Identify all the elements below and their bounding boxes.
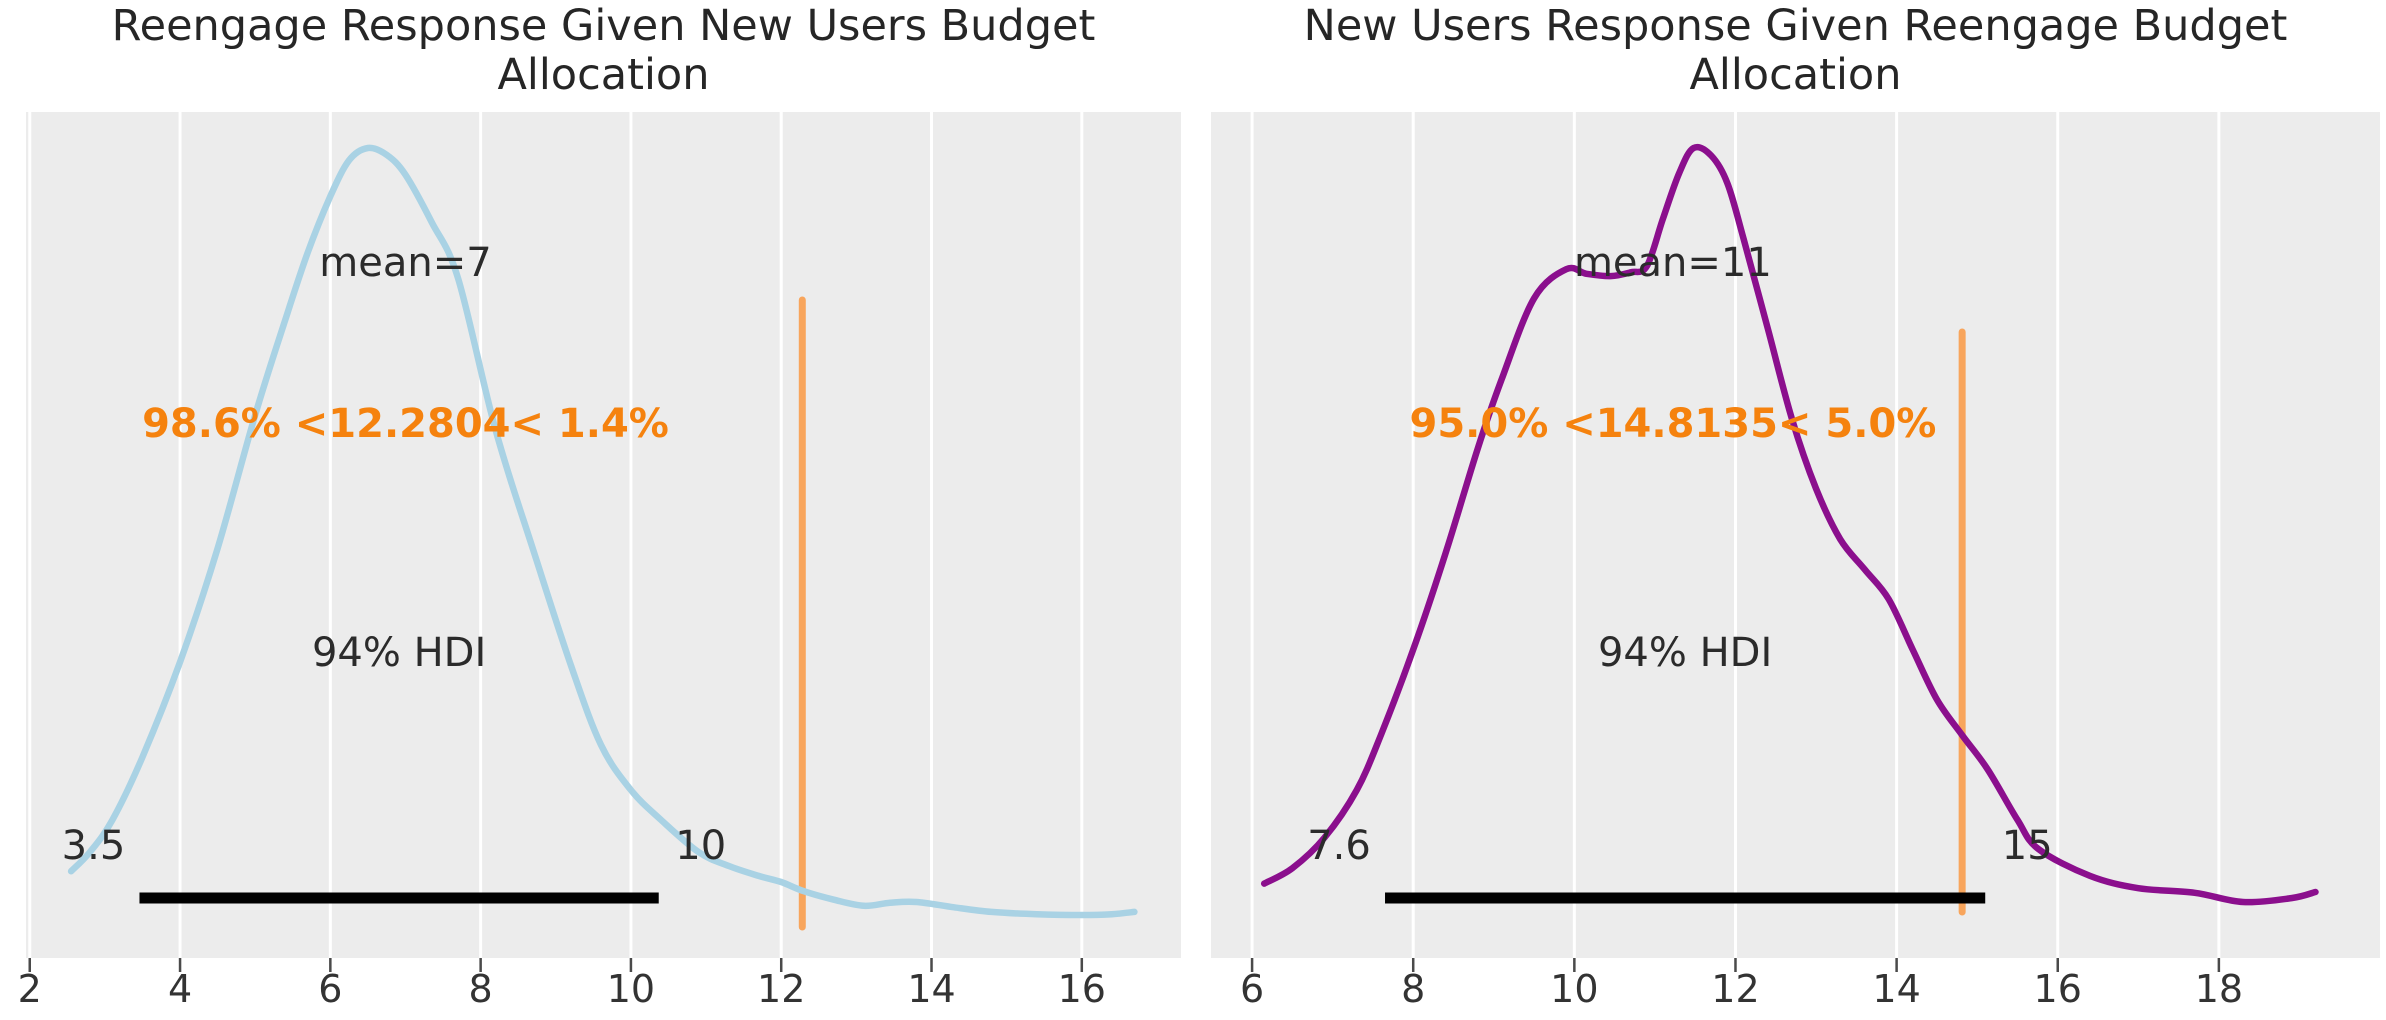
chart-title-left-text: Reengage Response Given New Users Budget… [111,1,1096,101]
panel-left: Reengage Response Given New Users Budget… [18,1,1181,1011]
x-tick-label: 10 [1550,967,1598,1011]
x-tick-label: 16 [2034,967,2082,1011]
hdi-upper-label: 10 [675,823,726,869]
ref-interval-label: 95.0% <14.8135< 5.0% [1410,401,1937,447]
kde-plot-left: mean=7 98.6% <12.2804< 1.4% 94% HDI 3.5 10 2 4… [18,112,1181,1011]
hdi-lower-label: 7.6 [1307,823,1371,869]
kde-curve [67,144,1138,919]
mean-label: mean=11 [1574,240,1772,286]
x-tick-label: 14 [1872,967,1920,1011]
x-tick-label: 12 [1711,967,1759,1011]
mean-label: mean=7 [319,240,491,286]
x-tick-label: 8 [469,967,493,1011]
x-tick-label: 8 [1401,967,1425,1011]
chart-title-right: New Users Response Given Reengage Budget… [1211,1,2380,101]
chart-title-right-text: New Users Response Given Reengage Budget… [1303,1,2288,101]
x-tick-label: 10 [607,967,655,1011]
hdi-label: 94% HDI [312,630,486,676]
plot-background [1211,112,2380,958]
kde-plot-right: mean=11 95.0% <14.8135< 5.0% 94% HDI 7.6 15 6… [1211,112,2380,1011]
plot-background [26,112,1181,958]
chart-title-left: Reengage Response Given New Users Budget… [26,1,1181,101]
x-tick-label: 16 [1058,967,1106,1011]
x-tick-label: 14 [907,967,955,1011]
x-tick-label: 18 [2195,967,2243,1011]
panel-right: New Users Response Given Reengage Budget… [1193,0,2386,1020]
x-tick-label: 6 [318,967,342,1011]
x-tick-label: 6 [1240,967,1264,1011]
hdi-label: 94% HDI [1598,630,1772,676]
hdi-lower-label: 3.5 [62,823,126,869]
kde-curve [1260,143,2319,906]
x-tick-label: 2 [18,967,42,1011]
ref-interval-label: 98.6% <12.2804< 1.4% [142,401,669,447]
hdi-upper-label: 15 [2002,823,2053,869]
x-tick-label: 12 [757,967,805,1011]
x-tick-label: 4 [168,967,192,1011]
